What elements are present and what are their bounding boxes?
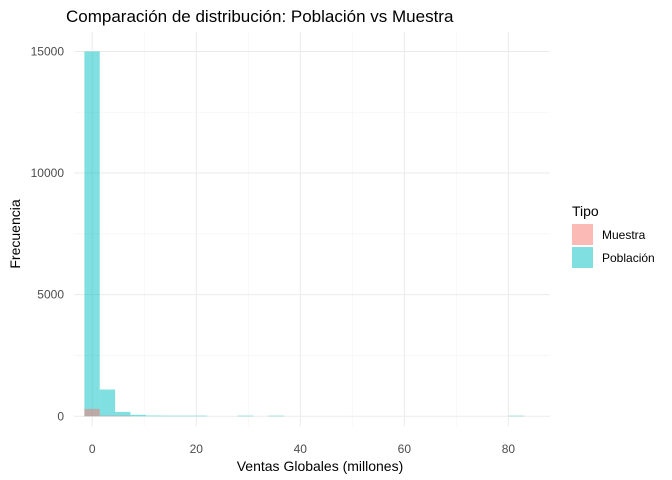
x-tick-labels: 0 20 40 60 80 xyxy=(89,442,516,456)
legend-title: Tipo xyxy=(572,203,599,219)
bar-poblacion xyxy=(508,415,524,417)
bar-poblacion xyxy=(161,415,177,417)
x-tick-label: 20 xyxy=(190,442,204,456)
bar-muestra xyxy=(84,408,100,417)
y-tick-label: 0 xyxy=(57,409,64,423)
bar-poblacion xyxy=(130,414,146,417)
legend-label-poblacion: Población xyxy=(602,251,655,265)
x-tick-label: 40 xyxy=(294,442,308,456)
bar-poblacion xyxy=(191,415,208,417)
legend-key-poblacion xyxy=(572,247,593,268)
bar-muestra xyxy=(99,415,116,417)
x-tick-label: 0 xyxy=(89,442,96,456)
x-tick-label: 80 xyxy=(502,442,516,456)
legend-label-muestra: Muestra xyxy=(602,228,646,242)
y-tick-label: 5000 xyxy=(37,288,64,302)
chart-title: Comparación de distribución: Población v… xyxy=(66,7,454,26)
bar-poblacion xyxy=(268,415,284,417)
bar-poblacion xyxy=(176,415,192,417)
x-axis-title: Ventas Globales (millones) xyxy=(237,458,404,474)
histogram-bars xyxy=(84,51,524,417)
legend: Tipo Muestra Población xyxy=(572,203,655,268)
y-tick-label: 15000 xyxy=(31,44,65,58)
y-tick-label: 10000 xyxy=(31,166,65,180)
y-axis-title: Frecuencia xyxy=(7,199,23,268)
bar-poblacion xyxy=(237,415,254,417)
bar-poblacion xyxy=(115,411,131,417)
bar-poblacion xyxy=(145,415,162,417)
y-tick-labels: 0 5000 10000 15000 xyxy=(31,44,65,423)
x-tick-label: 60 xyxy=(398,442,412,456)
legend-key-muestra xyxy=(572,224,593,245)
grid-lines xyxy=(74,32,550,426)
bar-poblacion xyxy=(99,389,116,417)
bar-muestra xyxy=(115,415,131,417)
bar-poblacion xyxy=(84,51,100,417)
